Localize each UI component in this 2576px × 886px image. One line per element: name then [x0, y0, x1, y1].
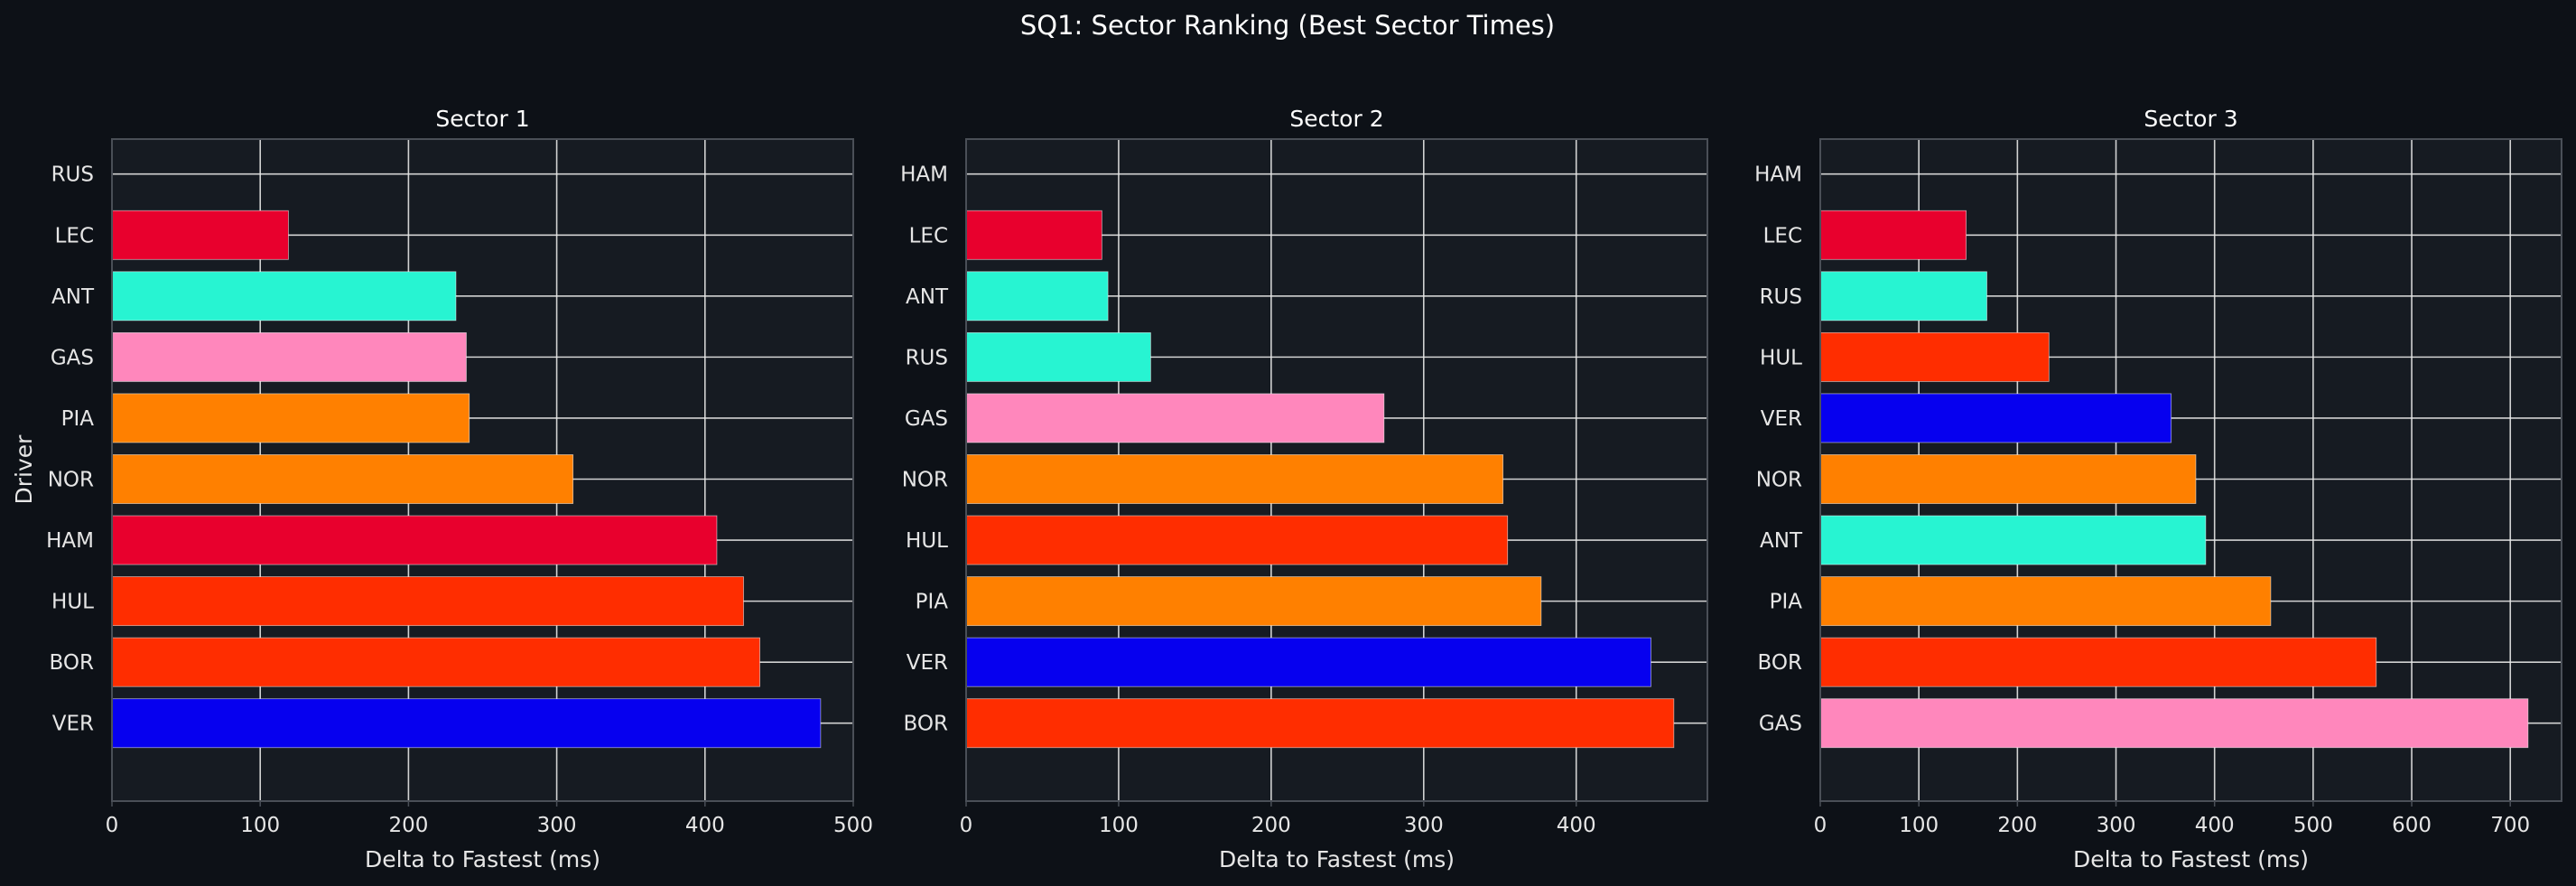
x-axis-label: Delta to Fastest (ms)	[1219, 846, 1455, 872]
bar-hul	[1819, 331, 2050, 382]
y-tick-label: NOR	[48, 469, 94, 492]
bar-nor	[965, 454, 1504, 504]
chart-panel-3: 0 100 200 300 400 500 600 700 HAM LEC RUS HUL VER NOR…	[1754, 106, 2562, 872]
bar-bor	[1819, 637, 2377, 687]
bar-pia	[965, 576, 1542, 627]
y-tick-label: LEC	[909, 224, 948, 247]
y-tick-label: HUL	[1760, 346, 1802, 369]
y-tick-label: GAS	[51, 346, 94, 369]
bar-ver	[111, 698, 822, 749]
y-tick-label: GAS	[1759, 713, 1802, 736]
y-tick-label: LEC	[55, 224, 94, 247]
y-tick-label: NOR	[1756, 469, 1802, 492]
chart-panel-2: 0 100 200 300 400 HAM LEC ANT RUS GAS NOR HUL PIA VER…	[900, 106, 1708, 872]
chart-panel-1: 0 100 200 300 400 500 RUS LEC ANT GAS PIA NOR HAM HUL…	[46, 106, 873, 872]
x-tick-label: 300	[537, 814, 577, 837]
bar-ant	[111, 271, 457, 322]
plot-frame	[111, 138, 854, 802]
x-tick-label: 400	[1557, 814, 1596, 837]
y-tick-label: GAS	[905, 407, 948, 431]
bar-hul	[111, 576, 744, 627]
chart-title: SQ1: Sector Ranking (Best Sector Times)	[1020, 10, 1555, 41]
x-tick-label: 300	[2097, 814, 2136, 837]
bar-lec	[1819, 210, 1967, 260]
y-tick-label: BOR	[50, 651, 94, 675]
x-tick-label: 400	[685, 814, 725, 837]
y-tick-label: VER	[907, 651, 948, 675]
y-tick-label: RUS	[906, 346, 948, 369]
y-tick-label: PIA	[61, 407, 95, 431]
bar-rus	[965, 331, 1151, 382]
plot-frame	[1819, 138, 2562, 802]
y-tick-label: HAM	[46, 529, 94, 553]
y-tick-label: LEC	[1763, 224, 1802, 247]
bar-bor	[111, 637, 760, 687]
bar-gas	[965, 393, 1385, 443]
y-tick-label: RUS	[51, 163, 94, 187]
y-tick-label: ANT	[906, 285, 949, 309]
bar-ant	[965, 271, 1109, 322]
panel-title: Sector 3	[2144, 106, 2237, 132]
y-tick-label: NOR	[902, 469, 948, 492]
y-tick-label: PIA	[916, 591, 949, 614]
bar-bor	[965, 698, 1675, 749]
panel-title: Sector 2	[1289, 106, 1383, 132]
x-tick-label: 500	[2293, 814, 2333, 837]
chart-panels: 0 100 200 300 400 500 RUS LEC ANT GAS PIA NOR HAM HUL…	[46, 106, 2562, 872]
x-tick-label: 0	[960, 814, 973, 837]
bar-ant	[1819, 515, 2207, 565]
x-axis-label: Delta to Fastest (ms)	[2073, 846, 2309, 872]
x-tick-label: 200	[388, 814, 428, 837]
y-tick-label: ANT	[51, 285, 95, 309]
bar-ver	[965, 637, 1651, 687]
y-tick-label: BOR	[904, 713, 948, 736]
x-tick-label: 700	[2490, 814, 2530, 837]
bar-hul	[965, 515, 1509, 565]
x-tick-label: 0	[1814, 814, 1827, 837]
bar-ver	[1819, 393, 2172, 443]
x-tick-label: 0	[106, 814, 119, 837]
y-tick-label: HUL	[906, 529, 948, 553]
x-tick-label: 500	[833, 814, 873, 837]
x-tick-label: 200	[1997, 814, 2037, 837]
y-tick-label: PIA	[1770, 591, 1803, 614]
x-tick-label: 300	[1404, 814, 1444, 837]
y-tick-label: HAM	[1754, 163, 1802, 187]
x-axis-label: Delta to Fastest (ms)	[365, 846, 600, 872]
y-tick-label: ANT	[1760, 529, 1803, 553]
x-tick-label: 400	[2195, 814, 2235, 837]
y-axis-label: Driver	[11, 434, 37, 505]
bar-gas	[111, 331, 467, 382]
x-tick-label: 100	[240, 814, 280, 837]
bar-pia	[111, 393, 470, 443]
y-tick-label: BOR	[1758, 651, 1802, 675]
bar-rus	[1819, 271, 1987, 322]
plot-frame	[965, 138, 1708, 802]
x-tick-label: 200	[1251, 814, 1291, 837]
bar-nor	[111, 454, 574, 504]
bar-nor	[1819, 454, 2197, 504]
x-tick-label: 600	[2392, 814, 2432, 837]
y-tick-label: VER	[52, 713, 94, 736]
bar-ham	[111, 515, 718, 565]
bar-pia	[1819, 576, 2272, 627]
bar-lec	[111, 210, 289, 260]
x-tick-label: 100	[1899, 814, 1939, 837]
bar-gas	[1819, 698, 2529, 749]
bar-lec	[965, 210, 1102, 260]
y-tick-label: HAM	[900, 163, 948, 187]
y-tick-label: HUL	[51, 591, 94, 614]
y-tick-label: VER	[1761, 407, 1802, 431]
y-tick-label: RUS	[1760, 285, 1802, 309]
panel-title: Sector 1	[435, 106, 529, 132]
x-tick-label: 100	[1099, 814, 1139, 837]
